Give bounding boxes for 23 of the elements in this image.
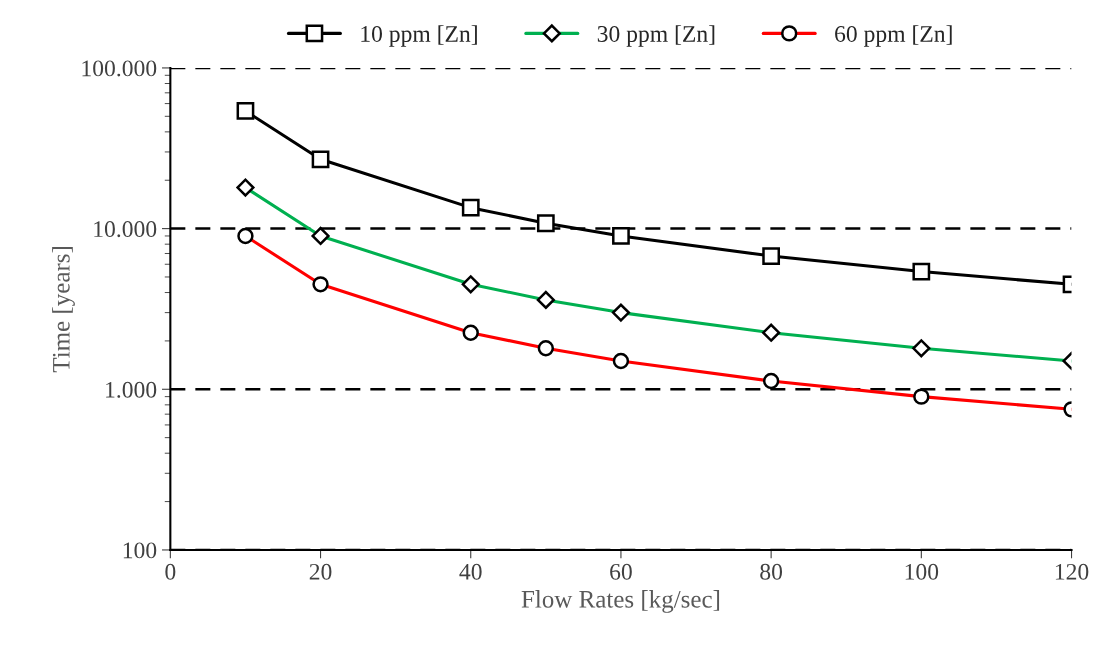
x-tick-label: 40 — [459, 563, 482, 580]
y-axis-title: Time [years] — [52, 247, 75, 373]
x-tick-label: 100 — [905, 563, 939, 580]
point — [536, 214, 555, 233]
y-tick-label: 10.000 — [94, 221, 157, 238]
y-tick-label: 100.000 — [82, 60, 157, 77]
point — [762, 247, 781, 265]
x-tick-label: 120 — [1055, 563, 1089, 580]
legend-label: 30 ppm [Zn] — [597, 25, 715, 47]
x-axis-title: Flow Rates [kg/sec] — [521, 590, 720, 613]
y-tick-label: 100 — [123, 542, 157, 559]
legend-label: 60 ppm [Zn] — [835, 25, 952, 47]
x-tick-label: 80 — [760, 563, 783, 580]
point — [311, 150, 330, 169]
point — [912, 262, 931, 281]
x-tick-label: 20 — [309, 563, 332, 580]
y-tick-label: 1.000 — [106, 381, 157, 398]
point — [612, 227, 630, 245]
x-tick-label: 60 — [610, 563, 632, 580]
x-tick-label: 0 — [165, 563, 176, 580]
point — [461, 198, 480, 217]
point — [236, 102, 255, 120]
legend-label: 10 ppm [Zn] — [361, 25, 477, 47]
